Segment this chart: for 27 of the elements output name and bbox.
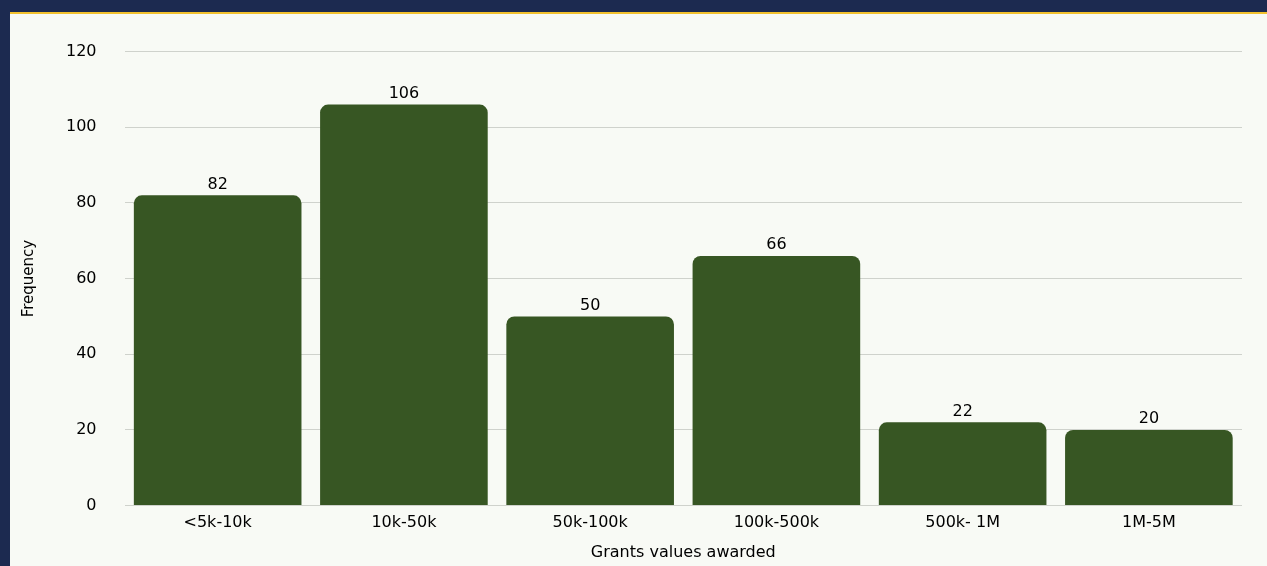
y-tick-label: 60 <box>76 267 97 287</box>
data-label: 106 <box>388 82 420 102</box>
bar <box>1065 429 1233 506</box>
x-tick-label: 1M-5M <box>1122 512 1176 532</box>
data-label: 82 <box>207 173 228 193</box>
bar <box>878 422 1047 506</box>
x-tick-label: <5k-10k <box>183 512 253 532</box>
data-label: 66 <box>766 234 787 254</box>
bar <box>320 104 488 506</box>
x-tick-label: 500k- 1M <box>925 512 1000 532</box>
x-tick-label: 50k-100k <box>552 512 629 532</box>
bar <box>506 316 674 506</box>
bar <box>133 195 302 506</box>
y-tick-label: 80 <box>76 192 97 212</box>
y-tick-label: 100 <box>65 116 97 136</box>
y-tick-label: 120 <box>65 40 97 60</box>
data-label: 20 <box>1138 408 1160 428</box>
y-tick-label: 40 <box>76 343 97 363</box>
y-axis-title: Frequency <box>18 239 37 318</box>
bar <box>692 255 861 506</box>
data-label: 22 <box>952 400 973 420</box>
data-label: 50 <box>579 294 601 314</box>
y-tick-label: 0 <box>86 494 97 514</box>
y-tick-label: 20 <box>76 419 97 439</box>
x-tick-label: 100k-500k <box>733 512 820 532</box>
x-tick-label: 10k-50k <box>371 512 438 532</box>
x-axis-title: Grants values awarded <box>590 541 776 561</box>
